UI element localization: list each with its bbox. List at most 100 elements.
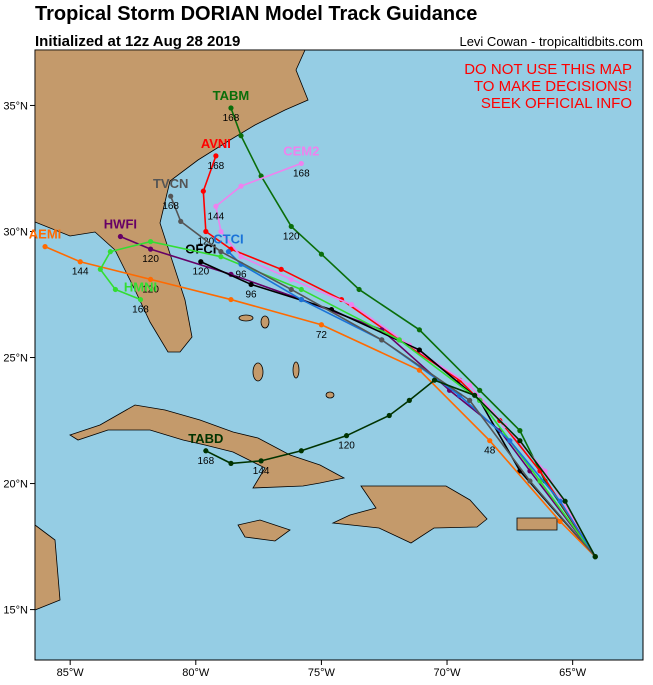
- track-point: [218, 254, 224, 260]
- lon-tick-label: 85°W: [57, 667, 85, 679]
- hour-label: 120: [192, 267, 209, 278]
- hour-label: 168: [293, 168, 310, 179]
- subtitle: Initialized at 12z Aug 28 2019: [35, 33, 240, 50]
- hour-label: 48: [484, 446, 496, 457]
- track-point: [112, 286, 118, 293]
- hour-label: 144: [72, 267, 89, 278]
- lat-tick-label: 25°N: [3, 353, 28, 365]
- track-point: [228, 105, 234, 111]
- model-name: AVNI: [201, 136, 231, 151]
- model-track: [169, 195, 596, 558]
- track-point: [107, 249, 113, 255]
- hour-label: 168: [197, 456, 214, 467]
- track-point: [318, 322, 325, 328]
- track-point: [238, 254, 244, 260]
- track-point: [213, 203, 219, 209]
- land: [34, 49, 558, 611]
- track-point: [288, 223, 294, 230]
- model-track: [205, 379, 596, 558]
- track-point: [258, 458, 264, 464]
- track-point: [592, 554, 598, 560]
- track-point: [298, 448, 304, 454]
- hour-label: 168: [162, 201, 179, 212]
- track-point: [228, 296, 234, 303]
- lat-tick-label: 20°N: [3, 479, 28, 491]
- hour-label: 120: [197, 236, 214, 247]
- track-point: [517, 438, 523, 444]
- track-point: [379, 337, 385, 343]
- track-point: [147, 246, 154, 252]
- lat-tick-label: 15°N: [3, 605, 28, 617]
- model-name: TVCN: [153, 176, 188, 191]
- model-name: CTCI: [213, 232, 243, 247]
- lon-tick-label: 75°W: [308, 667, 336, 679]
- track-point: [396, 337, 402, 343]
- lon-tick-label: 65°W: [559, 667, 587, 679]
- track-point: [343, 433, 350, 439]
- hour-label: 120: [142, 284, 159, 295]
- track-point: [386, 412, 392, 419]
- track-point: [137, 296, 144, 303]
- track-point: [348, 301, 355, 308]
- track-point: [42, 244, 48, 250]
- track-point: [406, 397, 412, 403]
- model-name: HMNI: [124, 280, 157, 295]
- hour-label: 96: [246, 289, 258, 300]
- track-point: [203, 448, 209, 454]
- track-point: [203, 228, 209, 235]
- track-point: [225, 249, 232, 255]
- track-point: [198, 259, 204, 265]
- track-point: [178, 218, 184, 225]
- track-point: [507, 438, 513, 444]
- hour-label: 120: [338, 441, 355, 452]
- track-point: [218, 228, 224, 235]
- track-point: [527, 478, 533, 484]
- track-point: [416, 327, 422, 333]
- hour-label: 144: [208, 211, 225, 222]
- lon-tick-label: 80°W: [182, 667, 210, 679]
- hour-label: 168: [208, 161, 225, 172]
- track-point: [298, 286, 304, 293]
- track-point: [416, 367, 422, 373]
- track-point: [97, 266, 103, 272]
- track-point: [477, 387, 483, 393]
- hour-label: 168: [223, 113, 240, 124]
- model-name: TABD: [188, 431, 223, 446]
- track-point: [228, 460, 234, 466]
- warning-line: TO MAKE DECISIONS!: [474, 78, 632, 95]
- track-point: [487, 438, 493, 444]
- track-point: [431, 377, 438, 383]
- model-name: CEM2: [283, 143, 319, 158]
- track-point: [557, 498, 563, 504]
- hour-label: 168: [132, 305, 149, 316]
- track-point: [200, 188, 206, 194]
- track-point: [356, 286, 362, 293]
- model-name: AEMI: [29, 227, 62, 242]
- model-name: HWFI: [104, 217, 137, 232]
- track-point: [467, 382, 473, 388]
- track-point: [557, 518, 563, 524]
- track-point: [218, 249, 224, 255]
- track-point: [213, 153, 219, 159]
- track-point: [147, 276, 154, 282]
- track-point: [168, 193, 174, 199]
- hour-label: 96: [235, 269, 247, 280]
- track-point: [467, 397, 473, 403]
- track-point: [117, 233, 124, 240]
- track-point: [298, 296, 304, 303]
- track-point: [562, 498, 568, 504]
- track-point: [288, 286, 294, 293]
- hour-label: 120: [283, 231, 300, 242]
- hour-label: 144: [253, 466, 270, 477]
- track-point: [298, 160, 304, 167]
- track-point: [248, 281, 254, 288]
- lat-tick-label: 35°N: [3, 100, 28, 112]
- track-point: [288, 276, 294, 282]
- hour-label: 120: [142, 254, 159, 265]
- track-point: [416, 347, 422, 353]
- title: Tropical Storm DORIAN Model Track Guidan…: [35, 3, 477, 25]
- track-point: [318, 251, 325, 257]
- track-point: [77, 259, 83, 265]
